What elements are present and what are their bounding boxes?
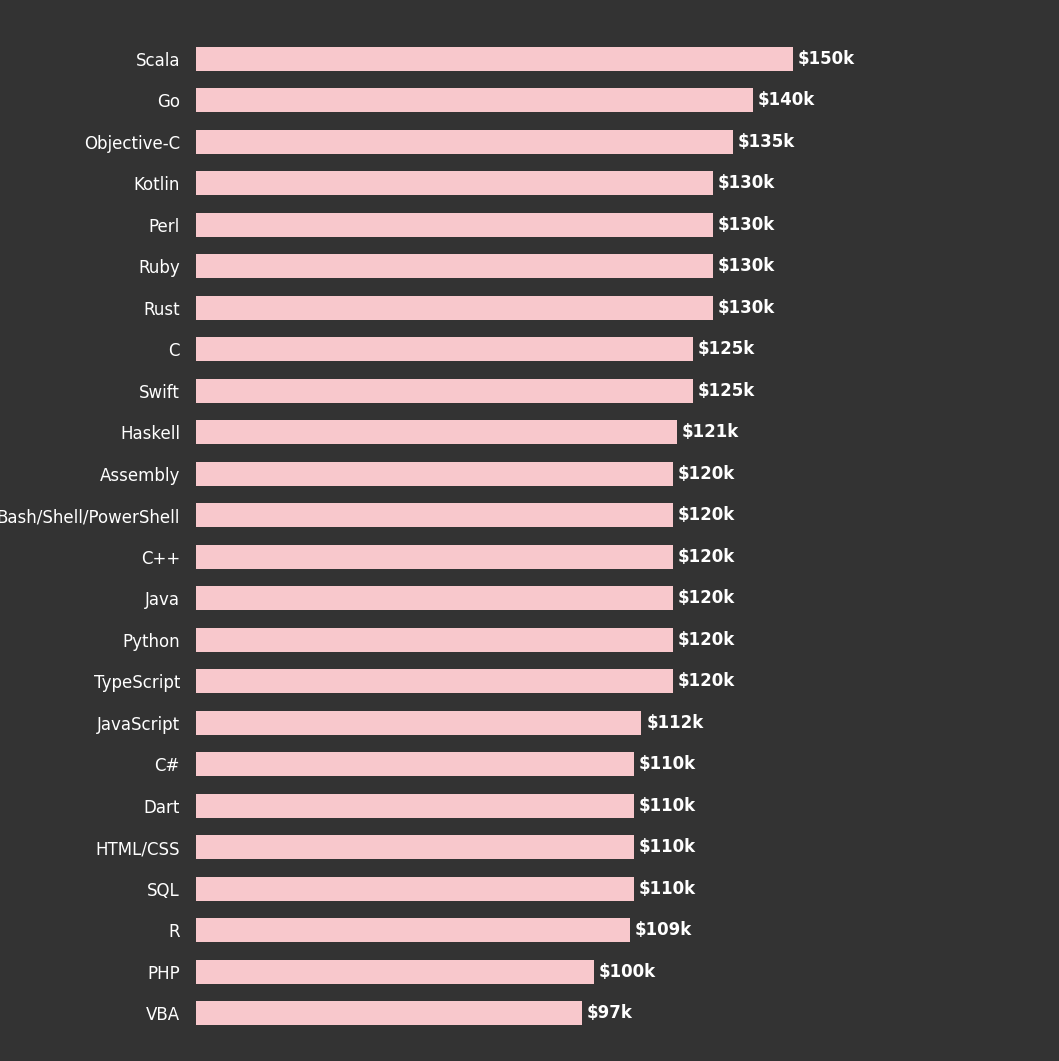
Bar [196, 918, 629, 942]
Bar [196, 876, 633, 901]
Text: $120k: $120k [678, 630, 735, 648]
Bar [196, 627, 674, 651]
Text: $112k: $112k [646, 714, 703, 731]
Bar [196, 669, 674, 693]
Bar [196, 503, 674, 527]
Bar [196, 462, 674, 486]
Text: $110k: $110k [639, 880, 696, 898]
Bar [196, 835, 633, 859]
Text: $121k: $121k [682, 423, 739, 441]
Text: $130k: $130k [718, 298, 775, 316]
Text: $130k: $130k [718, 257, 775, 275]
Text: $110k: $110k [639, 838, 696, 856]
Bar [196, 959, 594, 984]
Text: $130k: $130k [718, 174, 775, 192]
Bar [196, 420, 678, 445]
Text: $120k: $120k [678, 465, 735, 483]
Text: $125k: $125k [698, 341, 755, 358]
Bar [196, 212, 713, 237]
Bar [196, 296, 713, 319]
Bar [196, 129, 733, 154]
Bar [196, 47, 793, 71]
Text: $110k: $110k [639, 755, 696, 773]
Bar [196, 752, 633, 776]
Text: $120k: $120k [678, 672, 735, 690]
Bar [196, 171, 713, 195]
Text: $150k: $150k [797, 50, 855, 68]
Text: $120k: $120k [678, 547, 735, 566]
Bar [196, 544, 674, 569]
Bar [196, 337, 694, 361]
Text: $125k: $125k [698, 382, 755, 400]
Bar [196, 254, 713, 278]
Text: $120k: $120k [678, 589, 735, 607]
Text: $130k: $130k [718, 215, 775, 233]
Bar [196, 794, 633, 818]
Bar [196, 379, 694, 402]
Text: $135k: $135k [738, 133, 795, 151]
Bar [196, 1001, 581, 1025]
Text: $97k: $97k [587, 1004, 632, 1022]
Text: $120k: $120k [678, 506, 735, 524]
Text: $140k: $140k [757, 91, 815, 109]
Text: $110k: $110k [639, 797, 696, 815]
Bar [196, 711, 642, 734]
Text: $100k: $100k [598, 962, 656, 980]
Bar [196, 88, 753, 112]
Bar [196, 586, 674, 610]
Text: $109k: $109k [634, 921, 692, 939]
